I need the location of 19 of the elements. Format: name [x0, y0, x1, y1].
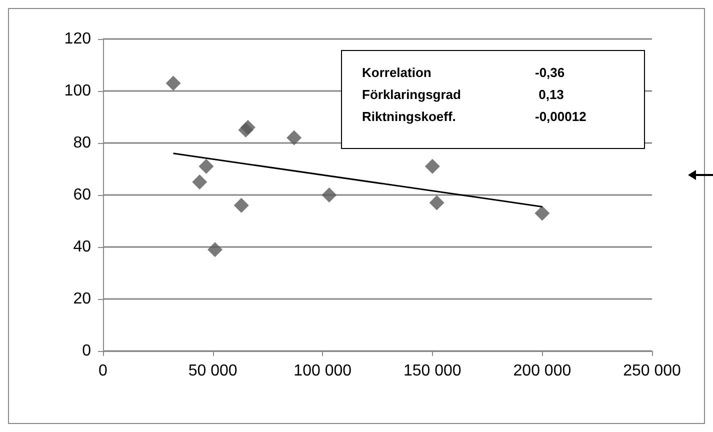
y-tick-label: 40 — [73, 238, 92, 256]
y-tick-label: 0 — [82, 342, 92, 360]
annotation: Riktningskoeff. — [362, 109, 457, 124]
annotation: Förklaringsgrad — [362, 87, 462, 102]
x-tick-label: 50 000 — [188, 362, 238, 380]
x-tick-label: 0 — [98, 362, 108, 380]
annotation: -0,00012 — [535, 109, 588, 124]
annotation: -0,36 — [535, 65, 566, 80]
x-tick-label: 100 000 — [294, 362, 352, 380]
y-tick-label: 20 — [73, 290, 92, 308]
y-tick-label: 100 — [64, 82, 92, 100]
y-tick-label: 60 — [73, 186, 92, 204]
annotation: 0,13 — [538, 87, 565, 102]
y-tick-label: 120 — [64, 30, 92, 48]
y-tick-label: 80 — [73, 134, 92, 152]
x-tick-label: 150 000 — [403, 362, 462, 380]
annotation: Korrelation — [362, 65, 432, 80]
x-tick-label: 250 000 — [623, 362, 682, 380]
x-tick-label: 200 000 — [513, 362, 572, 380]
